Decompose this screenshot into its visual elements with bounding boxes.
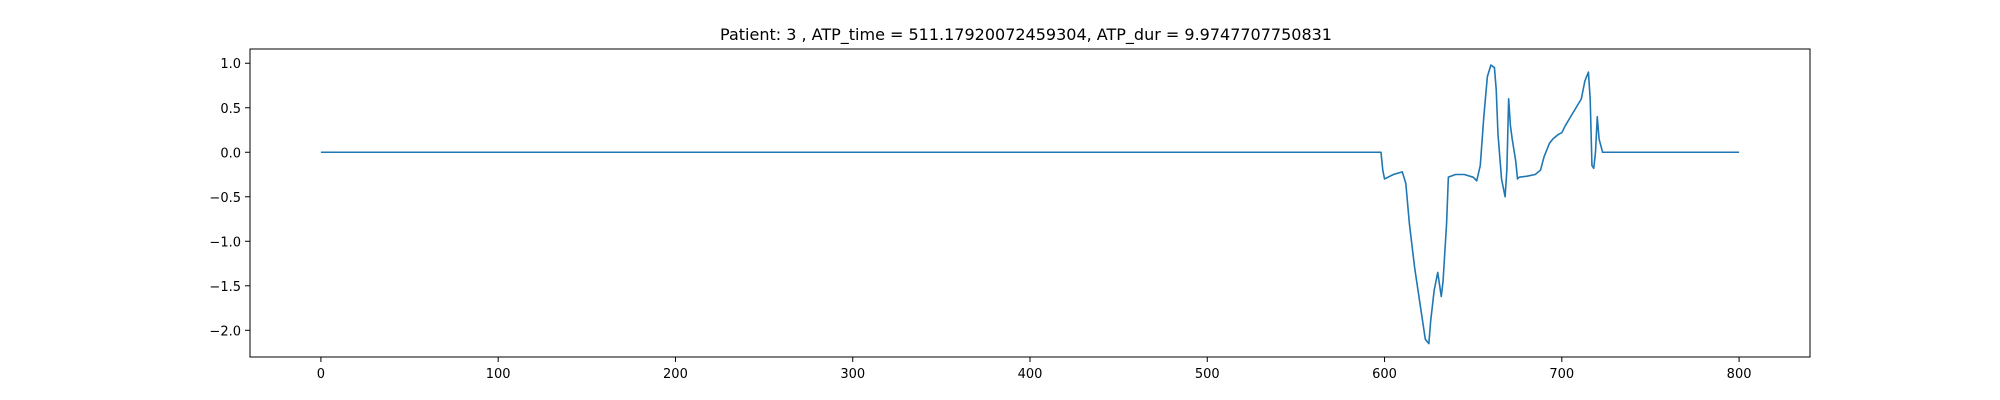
x-tick-label: 600 <box>1372 367 1397 382</box>
y-tick-label: −2.0 <box>209 324 241 339</box>
plot-frame <box>249 48 1811 358</box>
x-tick-label: 0 <box>317 367 325 382</box>
y-tick-label: −1.0 <box>209 235 241 250</box>
x-tick-label: 100 <box>486 367 511 382</box>
x-tick-label: 700 <box>1549 367 1574 382</box>
y-axis: 1.0 0.5 0.0 −0.5 −1.0 −1.5 −2.0 <box>209 57 250 339</box>
x-tick-label: 300 <box>840 367 865 382</box>
y-tick-label: 0.5 <box>220 102 241 117</box>
x-tick-label: 400 <box>1018 367 1043 382</box>
chart-title: Patient: 3 , ATP_time = 511.179200724593… <box>720 25 1332 45</box>
y-tick-label: 0.0 <box>220 146 241 161</box>
x-tick-label: 500 <box>1195 367 1220 382</box>
x-axis: 0 100 200 300 400 500 600 700 800 <box>317 357 1752 382</box>
x-tick-label: 800 <box>1727 367 1752 382</box>
x-tick-label: 200 <box>663 367 688 382</box>
y-tick-label: −1.5 <box>209 280 241 295</box>
plot-area <box>320 64 1740 345</box>
y-tick-label: −0.5 <box>209 191 241 206</box>
series-line <box>320 64 1740 345</box>
y-tick-label: 1.0 <box>220 57 241 72</box>
